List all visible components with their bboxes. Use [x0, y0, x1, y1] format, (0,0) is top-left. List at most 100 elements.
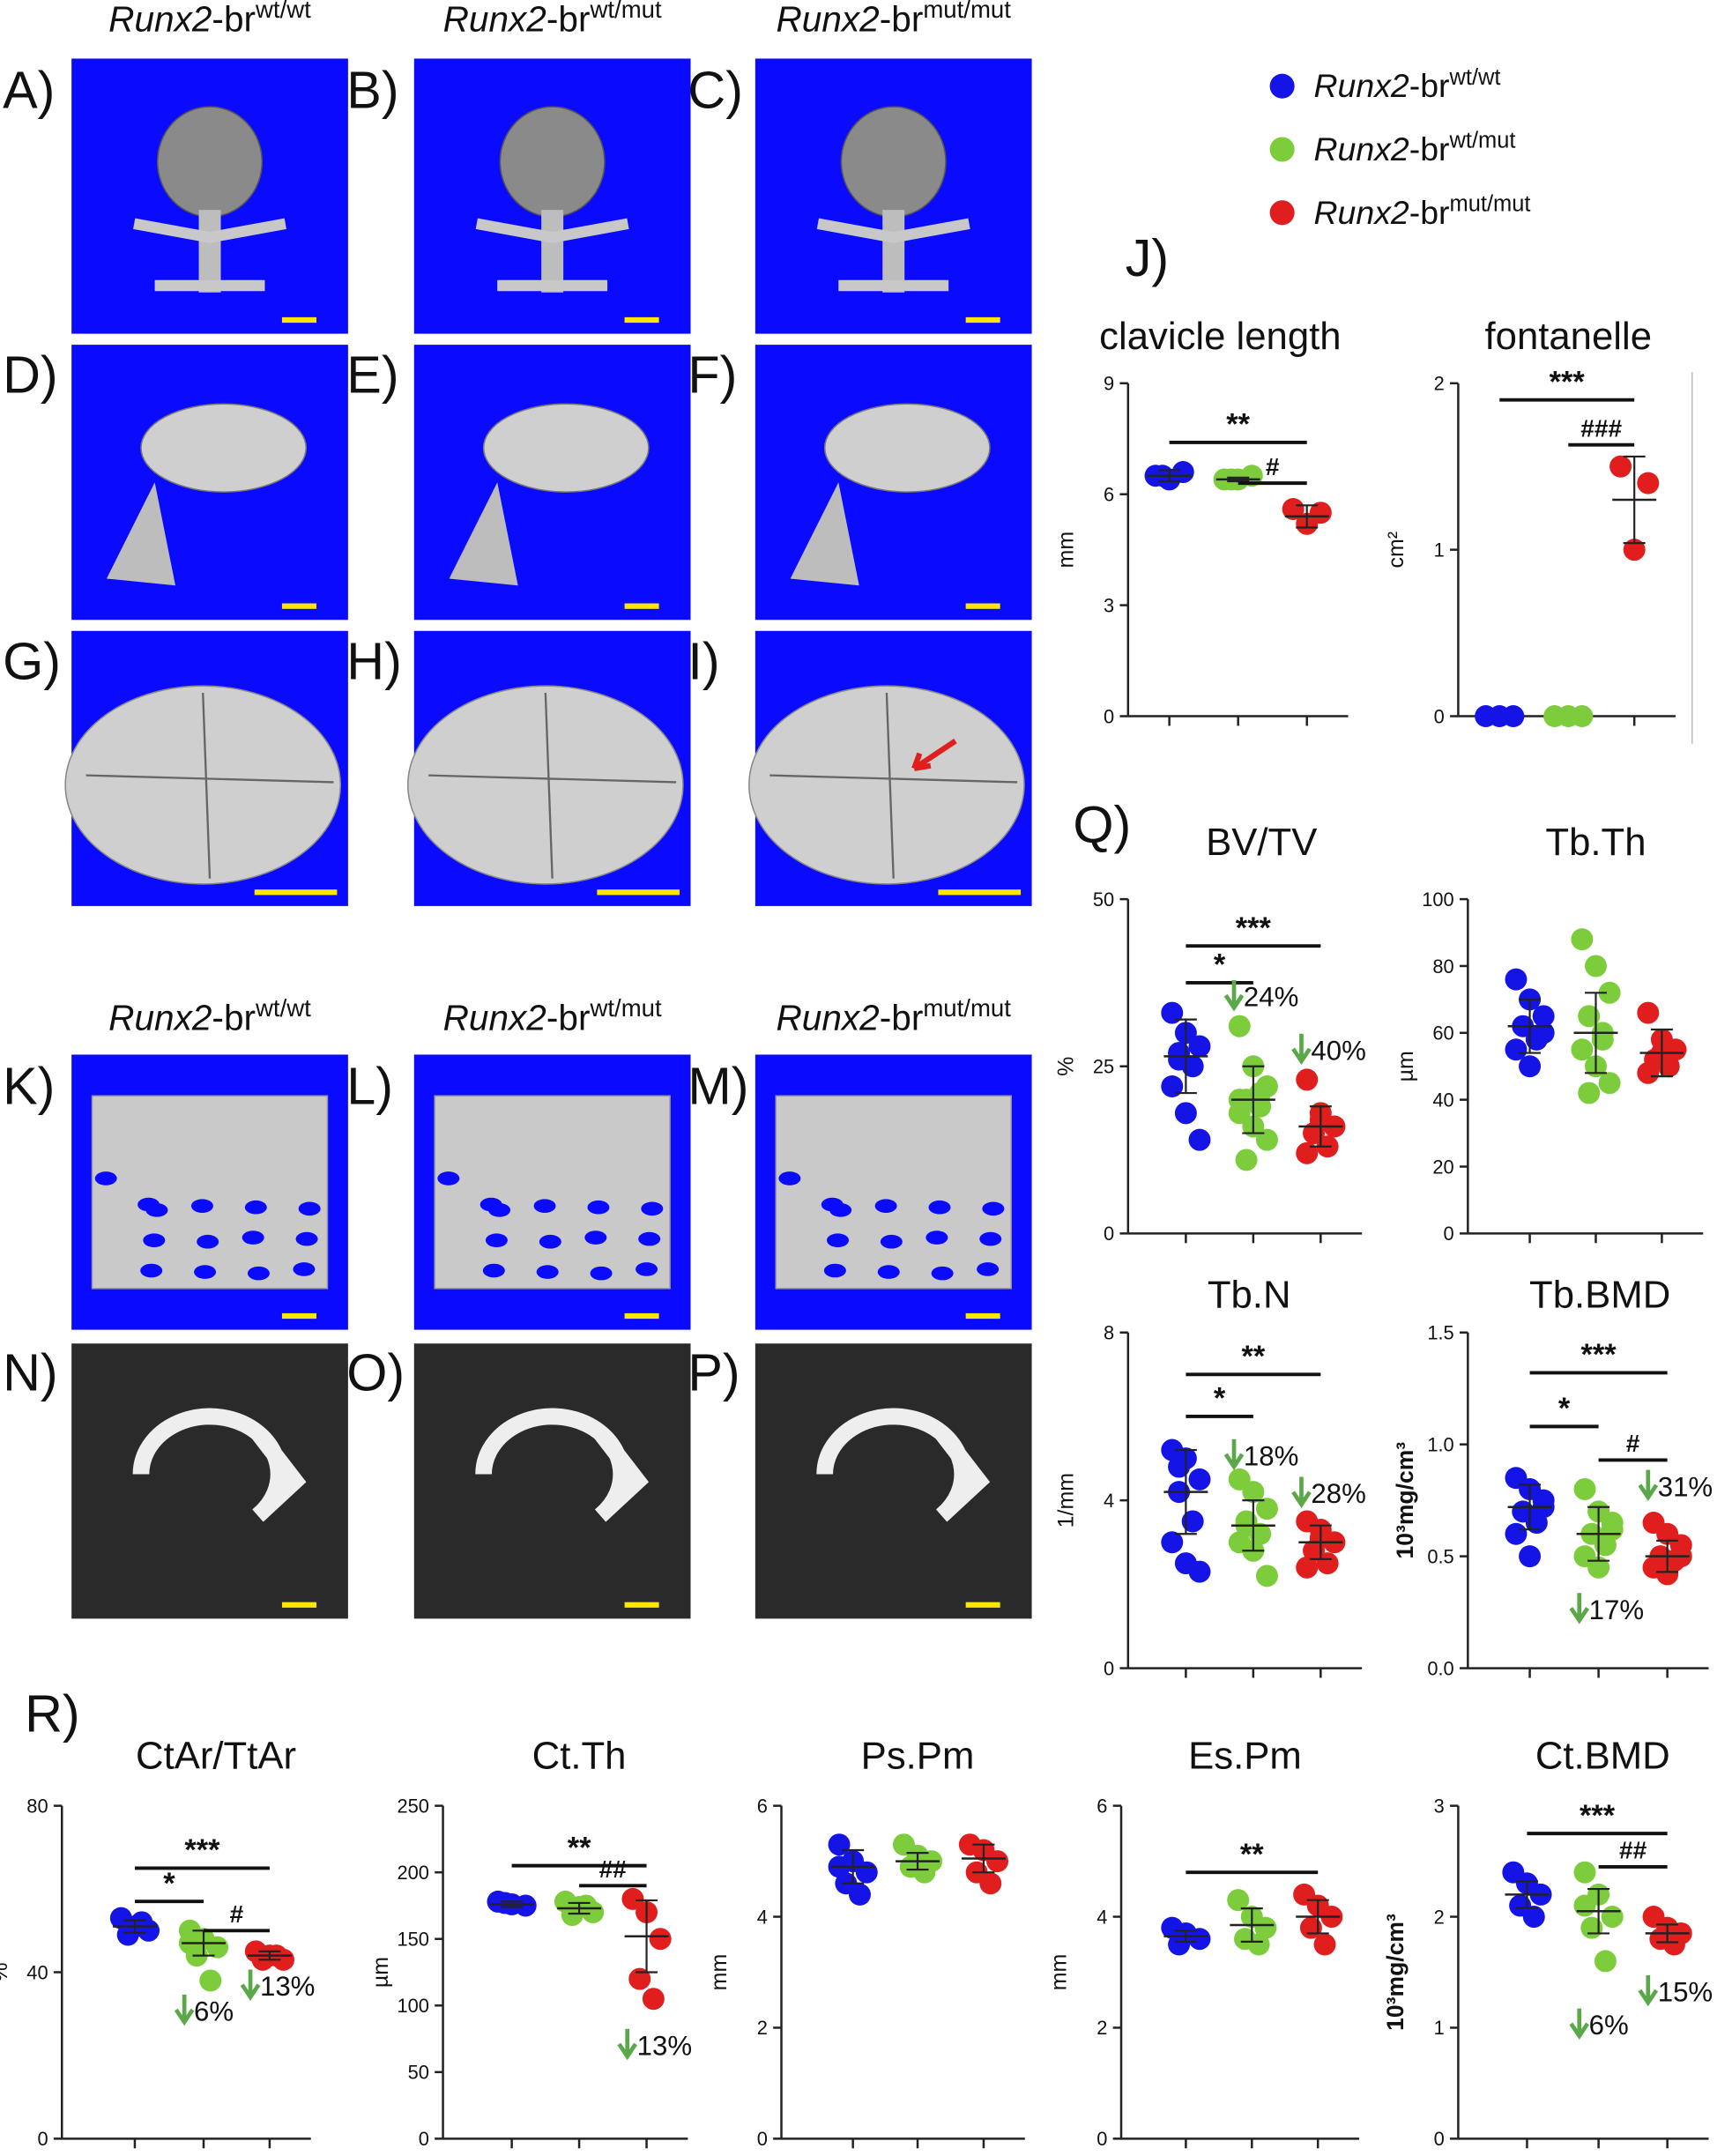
data-point [1171, 461, 1194, 484]
y-tick-label: 2 [1096, 2017, 1107, 2039]
panel-label: R) [25, 1684, 80, 1743]
panel-background [413, 1343, 691, 1619]
skull [823, 403, 991, 493]
error-bar [906, 1852, 929, 1871]
significance-label: ## [599, 1855, 628, 1883]
decrease-arrow [1569, 1593, 1590, 1624]
image-panel [748, 630, 1032, 906]
shoulders [816, 218, 970, 292]
data-point [1519, 1545, 1542, 1568]
y-tick-label: 0 [1104, 1657, 1114, 1679]
decrease-arrow [1291, 1033, 1312, 1066]
decrease-arrow [1569, 2008, 1590, 2041]
sutures [769, 692, 1018, 879]
y-tick-label: 8 [1104, 1322, 1114, 1344]
y-tick-label: 0 [1096, 2128, 1107, 2150]
data-point [130, 1911, 153, 1934]
panel-label: C) [688, 61, 743, 120]
bone-pore [479, 1197, 502, 1212]
chart-title: CtAr/TtAr [136, 1735, 296, 1778]
image-panel [71, 345, 348, 621]
decrease-arrow [1638, 1469, 1659, 1502]
bone-pore [140, 1263, 163, 1278]
allele-prefix: -br [1409, 130, 1450, 167]
panel-label: N) [3, 1342, 58, 1401]
significance-label: ** [568, 1831, 591, 1864]
percent-change: 31% [1658, 1471, 1713, 1502]
data-point [1188, 1468, 1211, 1491]
trabecular-bone [775, 1095, 1012, 1290]
gene-name: Runx2 [1314, 67, 1409, 104]
data-point [1571, 928, 1594, 951]
bone-pore [247, 1266, 270, 1281]
bone-pore [827, 1233, 849, 1247]
data-point [1247, 1933, 1270, 1956]
data-point [1316, 1552, 1339, 1575]
data-point [1313, 1933, 1336, 1956]
significance-label: ** [1226, 408, 1250, 442]
y-tick-label: 100 [398, 1995, 429, 2017]
bone-pore [536, 1265, 559, 1279]
data-point [913, 1861, 936, 1884]
data-point [1188, 1928, 1211, 1951]
bone-pore [295, 1231, 318, 1246]
bone-pore [587, 1200, 610, 1215]
y-tick-label: 0.0 [1427, 1657, 1453, 1679]
y-tick-label: 1.0 [1427, 1433, 1453, 1455]
skull [482, 403, 650, 493]
y-axis-label: 10³mg/cm³ [1382, 1914, 1409, 2031]
y-axis-label: 1/mm [1053, 1473, 1078, 1528]
y-axis-label: mm [1047, 1954, 1072, 1991]
gene-name: Runx2 [776, 0, 879, 39]
panel-label: H) [346, 631, 402, 690]
genotype-label: Runx2-brwt/wt [108, 0, 311, 39]
bone-pore [925, 1230, 948, 1245]
spine [882, 210, 905, 293]
allele-prefix: -br [212, 997, 256, 1037]
bone-pore [533, 1199, 556, 1213]
data-point [642, 1988, 665, 2011]
data-point [1522, 1906, 1545, 1929]
bone-pore [590, 1266, 613, 1281]
percent-change: 13% [260, 1971, 315, 2002]
legend-swatch [1269, 200, 1295, 226]
data-point [1598, 1072, 1621, 1095]
genotype-label: Runx2-brmut/mut [1314, 192, 1531, 231]
image-panel [71, 1054, 348, 1330]
chart-title: clavicle length [1099, 315, 1341, 358]
error-bar [1174, 1018, 1197, 1095]
skull [840, 106, 947, 218]
gene-name: Runx2 [1314, 130, 1409, 167]
significance-label: * [163, 1867, 175, 1900]
data-point [1181, 1510, 1204, 1533]
y-axis-label: µm [368, 1957, 393, 1988]
y-tick-label: 150 [398, 1929, 429, 1951]
percent-change: 15% [1658, 1976, 1713, 2007]
y-tick-label: 40 [1432, 1089, 1453, 1111]
data-point [1255, 1128, 1278, 1151]
decrease-arrow [1638, 1974, 1659, 2007]
error-bar [123, 1919, 146, 1934]
significance-label: *** [184, 1833, 220, 1867]
image-panel [413, 1054, 691, 1330]
significance-label: *** [1581, 1338, 1617, 1372]
sutures [85, 692, 334, 879]
significance-label: # [1266, 453, 1280, 480]
genotype-sup: wt/mut [589, 994, 662, 1022]
genotype-label: Runx2-brwt/wt [108, 994, 311, 1037]
error-bar [1158, 469, 1181, 483]
genotype-label: Runx2-brwt/mut [443, 994, 662, 1037]
scale-bar [965, 1312, 1000, 1320]
allele-prefix: -br [880, 0, 924, 39]
data-point [1228, 1015, 1251, 1037]
genotype-label: Runx2-brmut/mut [776, 0, 1011, 39]
image-panel [413, 58, 691, 334]
genotype-sup: wt/wt [1449, 65, 1501, 90]
skull [499, 106, 606, 218]
percent-change: 28% [1311, 1478, 1365, 1509]
genotype-label: Runx2-brmut/mut [776, 994, 1011, 1037]
y-tick-label: 4 [1096, 1906, 1107, 1928]
sutures [428, 692, 677, 879]
y-tick-label: 6 [1096, 1795, 1107, 1817]
bone-pore [293, 1262, 316, 1276]
